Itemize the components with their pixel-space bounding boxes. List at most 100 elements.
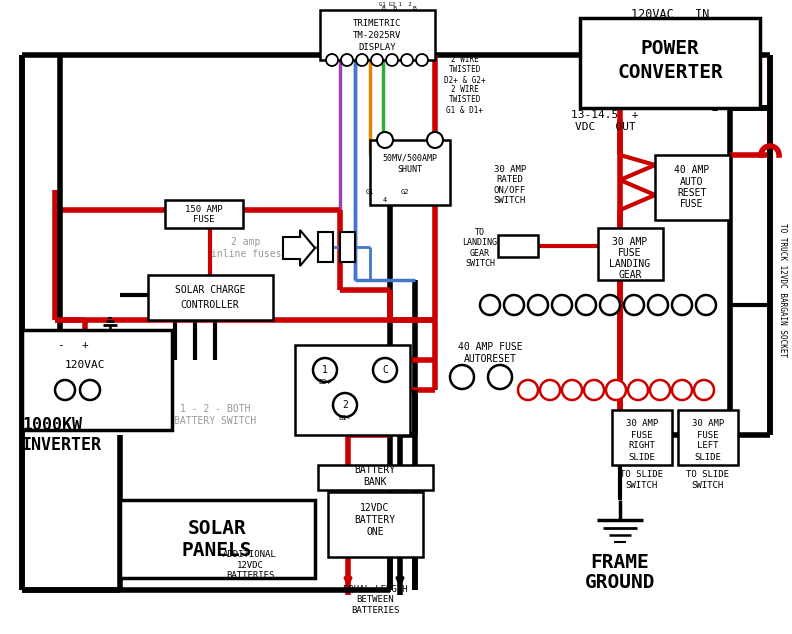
Text: EQUAL LENGTH
BETWEEN
BATTERIES: EQUAL LENGTH BETWEEN BATTERIES	[343, 585, 407, 615]
Text: -: -	[56, 340, 63, 350]
Text: 13-14.5  +: 13-14.5 +	[571, 110, 639, 120]
Text: AUTO: AUTO	[680, 177, 704, 187]
Circle shape	[55, 380, 75, 400]
Text: FUSE: FUSE	[697, 430, 719, 439]
Circle shape	[341, 54, 353, 66]
Text: 1: 1	[322, 365, 328, 375]
Bar	[612, 410, 672, 465]
Text: SLIDE: SLIDE	[695, 453, 722, 462]
Bar	[22, 330, 172, 430]
Text: BATTERY
BANK: BATTERY BANK	[355, 465, 395, 487]
Text: CONTROLLER: CONTROLLER	[181, 300, 239, 310]
Text: SHUNT: SHUNT	[398, 165, 422, 174]
Text: SOLAR: SOLAR	[188, 519, 246, 538]
Circle shape	[416, 54, 428, 66]
Text: 150 AMP: 150 AMP	[185, 205, 223, 214]
Text: GROUND: GROUND	[584, 573, 655, 592]
Text: B1-: B1-	[339, 415, 352, 421]
Text: LANDING: LANDING	[609, 259, 650, 269]
Text: ONE: ONE	[366, 527, 384, 537]
Bar	[320, 10, 435, 60]
Circle shape	[488, 365, 512, 389]
Circle shape	[540, 380, 560, 400]
Text: -: -	[710, 101, 720, 119]
Text: TO SLIDE
SWITCH: TO SLIDE SWITCH	[687, 470, 729, 489]
Circle shape	[600, 295, 620, 315]
Text: B  B: B B	[383, 6, 398, 11]
Text: RESET: RESET	[677, 188, 706, 198]
Text: +: +	[82, 340, 89, 350]
Text: TRIMETRIC: TRIMETRIC	[352, 20, 402, 29]
Text: POWER: POWER	[641, 39, 699, 58]
Circle shape	[576, 295, 596, 315]
Circle shape	[650, 380, 670, 400]
Circle shape	[504, 295, 524, 315]
Text: FRAME: FRAME	[591, 552, 649, 571]
Text: FUSE: FUSE	[619, 248, 642, 258]
Text: B2+: B2+	[318, 379, 331, 385]
Circle shape	[386, 54, 398, 66]
Bar	[328, 492, 423, 557]
Circle shape	[628, 380, 648, 400]
Text: 30 AMP
RATED
ON/OFF
SWITCH: 30 AMP RATED ON/OFF SWITCH	[494, 165, 526, 205]
Bar	[165, 200, 243, 228]
Circle shape	[584, 380, 604, 400]
Bar	[295, 345, 410, 435]
Bar	[655, 155, 730, 220]
Bar	[318, 232, 333, 262]
Circle shape	[427, 132, 443, 148]
Bar	[120, 500, 315, 578]
Text: ADDITIONAL
12VDC
BATTERIES: ADDITIONAL 12VDC BATTERIES	[223, 550, 277, 580]
Text: 2 WIRE
TWISTED
G1 & D1+: 2 WIRE TWISTED G1 & D1+	[447, 85, 483, 115]
Circle shape	[356, 54, 368, 66]
Text: 1 - 2 - BOTH
BATTERY SWITCH: 1 - 2 - BOTH BATTERY SWITCH	[174, 404, 256, 426]
Text: GEAR: GEAR	[619, 270, 642, 280]
Text: 120VAC   IN: 120VAC IN	[630, 8, 709, 20]
Text: TO SLIDE
SWITCH: TO SLIDE SWITCH	[620, 470, 664, 489]
Text: 50MV/500AMP: 50MV/500AMP	[383, 153, 437, 162]
Bar	[678, 410, 738, 465]
Text: SLIDE: SLIDE	[629, 453, 656, 462]
Text: TO TRUCK 12VDC BARGAIN SOCKET: TO TRUCK 12VDC BARGAIN SOCKET	[779, 223, 787, 357]
Text: FUSE: FUSE	[631, 430, 653, 439]
Circle shape	[450, 365, 474, 389]
Text: 30 AMP: 30 AMP	[692, 420, 724, 429]
Polygon shape	[283, 230, 315, 266]
Text: 4: 4	[383, 197, 387, 203]
Circle shape	[672, 380, 692, 400]
Text: 1000KW: 1000KW	[22, 416, 82, 434]
Text: 2: 2	[342, 400, 348, 410]
Text: TM-2025RV: TM-2025RV	[352, 30, 402, 39]
Circle shape	[377, 132, 393, 148]
Bar	[598, 228, 663, 280]
Text: 12VDC: 12VDC	[360, 503, 390, 513]
Circle shape	[648, 295, 668, 315]
Circle shape	[333, 393, 357, 417]
Text: DISPLAY: DISPLAY	[358, 42, 396, 51]
Text: 120VAC: 120VAC	[65, 360, 105, 370]
Circle shape	[694, 380, 714, 400]
Text: RIGHT: RIGHT	[629, 441, 656, 451]
Text: G1 G2 1  2: G1 G2 1 2	[379, 1, 411, 6]
Text: 30 AMP: 30 AMP	[626, 420, 658, 429]
Text: G1: G1	[366, 189, 375, 195]
Circle shape	[518, 380, 538, 400]
Text: 30 AMP: 30 AMP	[612, 237, 648, 247]
Text: LEFT: LEFT	[697, 441, 719, 451]
Circle shape	[80, 380, 100, 400]
Circle shape	[326, 54, 338, 66]
Text: 2 amp
inline fuses: 2 amp inline fuses	[211, 237, 281, 259]
Text: 40 AMP FUSE
AUTORESET: 40 AMP FUSE AUTORESET	[458, 342, 522, 364]
Text: FUSE: FUSE	[680, 199, 704, 209]
Text: B: B	[412, 6, 416, 11]
Text: VDC   OUT: VDC OUT	[575, 122, 635, 132]
Text: CONVERTER: CONVERTER	[617, 63, 723, 82]
Text: G2: G2	[401, 189, 409, 195]
Text: 40 AMP: 40 AMP	[674, 165, 710, 175]
Circle shape	[672, 295, 692, 315]
Text: FUSE: FUSE	[193, 216, 215, 224]
Circle shape	[371, 54, 383, 66]
Bar	[370, 140, 450, 205]
Text: C: C	[382, 365, 388, 375]
Bar	[498, 235, 538, 257]
